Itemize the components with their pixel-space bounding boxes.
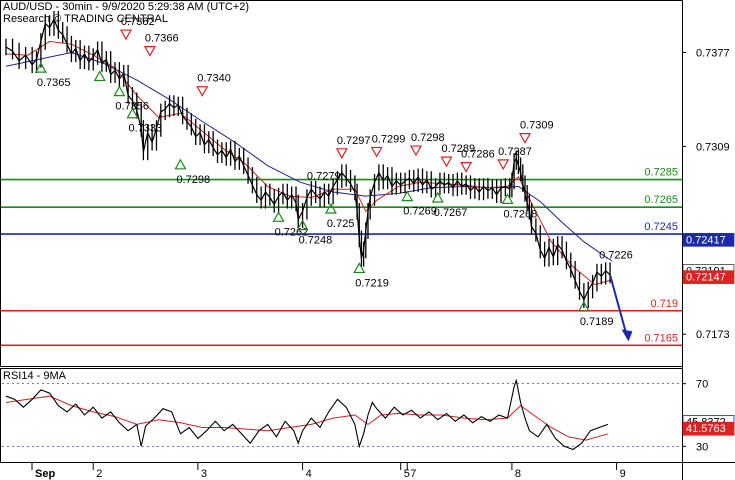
low-marker-label: 0.7365 (37, 77, 71, 89)
low-marker-label: 0.7189 (580, 316, 614, 328)
x-tick-label: 4 (306, 468, 312, 480)
high-marker-label: 0.7297 (337, 135, 371, 147)
level-label: 0.7165 (644, 332, 678, 344)
low-marker (577, 300, 590, 312)
x-tick-label: 9 (620, 468, 626, 480)
rsi-tick-label: 70 (696, 379, 708, 391)
low-marker-label: 0.7268 (504, 208, 538, 220)
low-marker (174, 158, 187, 170)
level-label: 0.7285 (644, 167, 678, 179)
high-marker (196, 86, 209, 97)
low-marker (353, 262, 366, 274)
high-marker-label: 0.7287 (498, 146, 532, 158)
rsi-tick-label: 30 (696, 441, 708, 453)
high-marker (370, 146, 383, 158)
low-marker (126, 107, 139, 119)
pivot-markers: 0.73650.73560.73330.72980.72620.72480.72… (34, 16, 633, 328)
marker-label: 0.7279 (307, 171, 341, 183)
level-label: 0.7245 (644, 221, 678, 233)
high-marker (335, 148, 348, 160)
high-marker (409, 145, 422, 157)
marker-label: 0.7226 (599, 249, 633, 261)
y-tick-label: 0.7309 (696, 141, 730, 153)
forecast-arrow-line (609, 274, 629, 339)
high-marker-label: 0.7382 (121, 16, 155, 28)
x-tick-label: 3 (201, 468, 207, 480)
x-tick-label: 5 (404, 468, 410, 480)
rsi-panel-frame (0, 368, 683, 463)
chart-subtitle: Research © TRADING CENTRAL (3, 13, 168, 25)
low-marker-label: 0.725 (327, 218, 355, 230)
low-marker-label: 0.7219 (355, 277, 389, 289)
high-marker (119, 29, 132, 41)
high-marker (497, 159, 510, 171)
chart-title: AUD/USD - 30min - 9/9/2020 5:29:38 AM (U… (3, 1, 250, 13)
low-marker-label: 0.7298 (176, 174, 210, 186)
rsi-ma-line (5, 395, 609, 441)
low-marker (93, 70, 106, 82)
price-bars (5, 11, 611, 308)
low-marker (34, 61, 47, 73)
x-tick-label: 2 (96, 468, 102, 480)
low-marker-label: 0.7356 (115, 101, 149, 113)
low-marker-label: 0.7248 (299, 235, 333, 247)
rsi-value-box (682, 421, 735, 436)
high-marker-label: 0.7299 (372, 133, 406, 145)
low-marker (113, 85, 126, 97)
low-marker (296, 219, 309, 231)
x-tick-label: Sep (35, 468, 55, 480)
high-marker-label: 0.7289 (441, 143, 475, 155)
y-tick-label: 0.7377 (696, 47, 730, 59)
high-marker-label: 0.7340 (197, 73, 231, 85)
high-marker-label: 0.7298 (411, 132, 445, 144)
x-tick-label: 7 (410, 468, 416, 480)
ma-slow-line (5, 51, 613, 262)
price-line (5, 17, 611, 302)
level-label: 0.7265 (644, 194, 678, 206)
low-marker (324, 202, 337, 214)
high-marker-label: 0.7366 (145, 33, 179, 45)
low-marker (401, 190, 414, 202)
high-marker (440, 156, 453, 168)
low-marker-label: 0.7267 (434, 207, 468, 219)
low-marker-label: 0.7333 (128, 123, 162, 135)
high-marker (143, 46, 156, 57)
price-box-label: 0.72417 (686, 234, 726, 246)
price-box (682, 270, 735, 284)
x-ticks: Sep 2 3 4 5 7 8 9 (31, 462, 626, 480)
y-tick-label: 0.7173 (696, 329, 730, 341)
forecast-arrow-head (621, 329, 633, 342)
high-marker-label: 0.7286 (461, 149, 495, 161)
low-marker-label: 0.7269 (403, 206, 437, 218)
price-y-ticks: 0.7377 0.7309 0.7173 (682, 47, 730, 341)
rsi-value-label: 41.5763 (686, 423, 726, 435)
price-levels: 0.7285 0.7265 0.7245 0.719 0.7165 (1, 167, 682, 347)
level-label: 0.719 (650, 298, 678, 310)
high-marker (518, 133, 532, 144)
price-box (682, 233, 735, 247)
price-box-label: 0.72147 (686, 272, 726, 284)
rsi-title: RSI14 - 9MA (3, 370, 67, 382)
x-tick-label: 8 (515, 468, 521, 480)
rsi-value-boxes: 45.837241.5763 (682, 415, 735, 436)
high-marker (460, 162, 473, 173)
low-marker (431, 191, 444, 203)
rsi-line (5, 378, 609, 451)
low-marker (272, 211, 285, 222)
low-marker (501, 193, 514, 204)
rsi-y-ticks: 70 30 (2, 379, 708, 453)
high-marker-label: 0.7309 (520, 120, 554, 132)
